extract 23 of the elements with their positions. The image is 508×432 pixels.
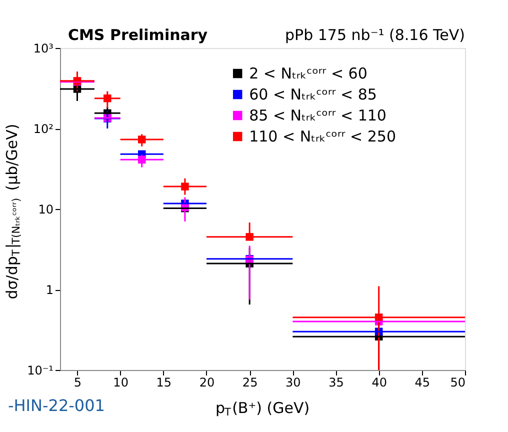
x-tick-label: 20 — [199, 376, 215, 390]
chart-title: CMS Preliminary — [68, 26, 208, 44]
x-tick-label: 35 — [328, 376, 344, 390]
legend-label: 85 < Nₜᵣₖᶜᵒʳʳ < 110 — [249, 106, 386, 124]
x-tick-label: 25 — [242, 376, 258, 390]
y-tick-label: 10³ — [33, 42, 54, 56]
x-tick-label: 30 — [286, 376, 301, 390]
legend-label: 2 < Nₜᵣₖᶜᵒʳʳ < 60 — [249, 64, 368, 82]
x-tick-label: 5 — [74, 376, 82, 390]
x-tick-label: 40 — [372, 376, 387, 390]
x-tick-label: 50 — [450, 376, 466, 390]
legend-label: 60 < Nₜᵣₖᶜᵒʳʳ < 85 — [249, 86, 377, 104]
x-tick-label: 15 — [156, 376, 172, 390]
text: -HIN-22-001 — [8, 396, 105, 415]
x-tick-label: 45 — [414, 376, 430, 390]
y-axis-title: dσ/dpT|T(Nₜᵣₖᶜᵒʳʳ) (μb/GeV) — [3, 124, 22, 300]
y-tick-label: 1 — [46, 283, 54, 297]
legend-label: 110 < Nₜᵣₖᶜᵒʳʳ < 250 — [249, 128, 396, 146]
y-tick-label: 10⁻¹ — [27, 364, 54, 378]
y-tick-label: 10² — [33, 122, 54, 136]
chart-subtitle: pPb 175 nb⁻¹ (8.16 TeV) — [285, 26, 465, 44]
y-tick-label: 10 — [38, 202, 54, 216]
x-tick-label: 10 — [113, 376, 128, 390]
